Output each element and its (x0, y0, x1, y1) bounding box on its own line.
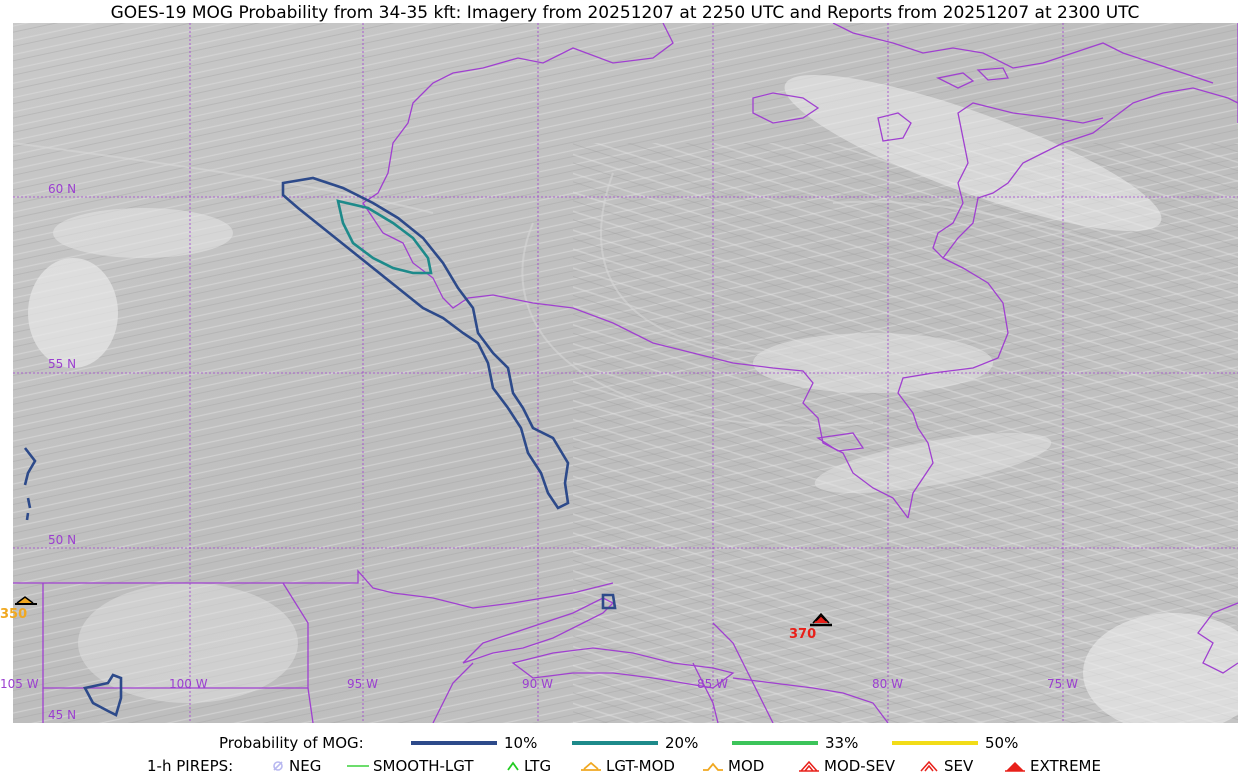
pirep-legend-smooth-lgt: SMOOTH-LGT (347, 755, 474, 777)
lat-label-50n: 50 N (48, 533, 77, 547)
smooth-lgt-label: SMOOTH-LGT (373, 757, 474, 775)
mod-label: MOD (728, 757, 765, 775)
map-canvas (12, 22, 1250, 733)
prob-legend-heading: Probability of MOG: (219, 734, 364, 752)
probability-legend-row: Probability of MOG: 10% 20% 33% 50% (0, 732, 1250, 754)
report-label-370: 370 (789, 627, 817, 642)
mog-probability-contours (23, 176, 617, 717)
pirep-legend-sev: SEV (918, 755, 973, 777)
pirep-legend-heading: 1-h PIREPS: (147, 757, 234, 775)
prob-20-label: 20% (665, 734, 699, 752)
lon-label-95w: 95 W (347, 677, 378, 691)
pirep-legend-lgt-mod: LGT-MOD (580, 755, 675, 777)
prob-33-label: 33% (825, 734, 859, 752)
neg-icon (273, 761, 283, 771)
pirep-legend-row: 1-h PIREPS: NEG SMOOTH-LGT LTG LGT-MOD M… (0, 755, 1250, 777)
prob-10-swatch (411, 741, 497, 745)
lgt-mod-icon (581, 761, 601, 771)
pirep-legend-extreme: EXTREME (1004, 755, 1101, 777)
map-title: GOES-19 MOG Probability from 34-35 kft: … (110, 3, 1140, 23)
prob-10-contour-south (83, 673, 123, 717)
prob-20-swatch (572, 741, 658, 745)
pirep-report-370[interactable] (810, 612, 832, 627)
satellite-map[interactable]: 60 N 55 N 50 N 45 N 105 W 100 W 95 W 90 … (0, 22, 1250, 733)
cloud-patches (28, 74, 1250, 733)
mod-sev-icon (799, 760, 819, 772)
extreme-label: EXTREME (1030, 757, 1101, 775)
lon-label-100w: 100 W (169, 677, 208, 691)
lat-label-55n: 55 N (48, 357, 77, 371)
lat-label-60n: 60 N (48, 182, 77, 196)
legend: Probability of MOG: 10% 20% 33% 50% 1-h … (0, 730, 1250, 782)
lgt-mod-label: LGT-MOD (606, 757, 675, 775)
lon-label-90w: 90 W (522, 677, 553, 691)
ltg-label: LTG (524, 757, 552, 775)
lat-label-45n: 45 N (48, 708, 77, 722)
pirep-legend-mod-sev: MOD-SEV (798, 755, 895, 777)
prob-10-contour (281, 176, 570, 510)
lat-lon-grid (13, 23, 1238, 723)
sev-label: SEV (944, 757, 974, 775)
pirep-legend-ltg: LTG (506, 755, 551, 777)
ltg-icon (507, 761, 519, 771)
pirep-legend-neg: NEG (271, 755, 321, 777)
prob-33-swatch (732, 741, 818, 745)
prob-50-label: 50% (985, 734, 1019, 752)
prob-20-contour (336, 199, 433, 275)
extreme-icon (1005, 761, 1025, 772)
pirep-legend-mod: MOD (702, 755, 764, 777)
prob-legend-10: 10% (411, 732, 537, 754)
prob-10-contour-west (23, 447, 37, 486)
pirep-report-350[interactable] (15, 596, 37, 605)
lon-label-105w: 105 W (0, 677, 39, 691)
report-label-350: 350 (0, 607, 28, 622)
prob-50-swatch (892, 741, 978, 745)
lon-label-75w: 75 W (1047, 677, 1078, 691)
lon-label-80w: 80 W (872, 677, 903, 691)
mod-icon (703, 762, 723, 771)
prob-10-label: 10% (504, 734, 538, 752)
prob-legend-33: 33% (732, 732, 858, 754)
lon-label-85w: 85 W (697, 677, 728, 691)
mod-sev-label: MOD-SEV (824, 757, 895, 775)
prob-legend-50: 50% (892, 732, 1018, 754)
neg-label: NEG (289, 757, 322, 775)
smooth-lgt-line-icon (347, 765, 369, 767)
prob-legend-20: 20% (572, 732, 698, 754)
sev-icon (920, 760, 938, 772)
